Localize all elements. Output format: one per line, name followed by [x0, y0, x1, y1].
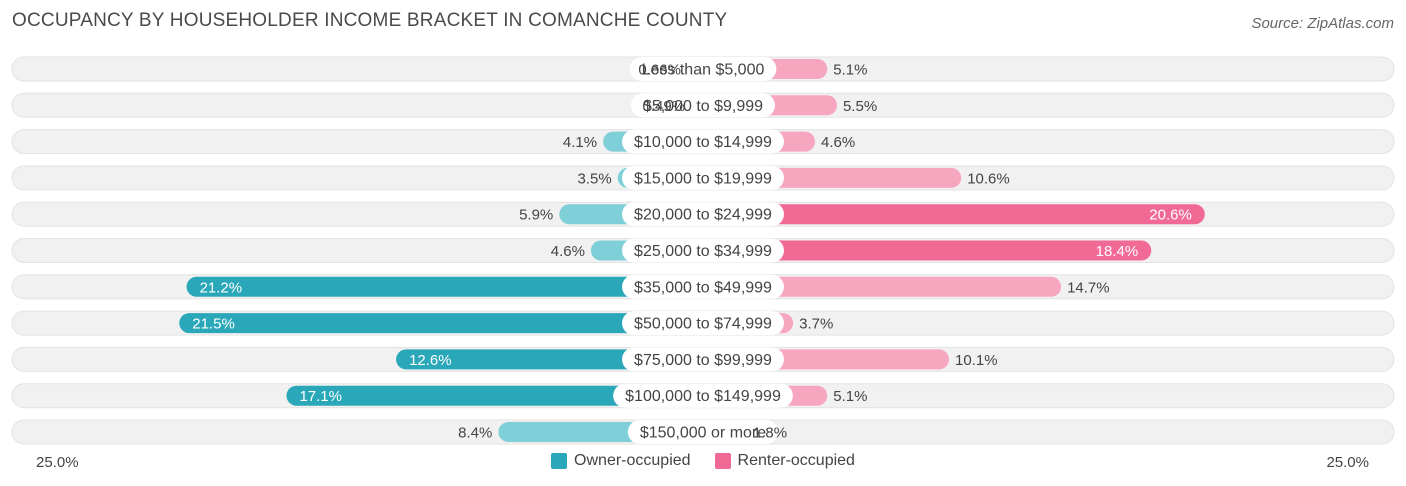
owner-value-label: 21.5% — [192, 316, 235, 333]
category-label: $150,000 or more — [640, 425, 766, 442]
owner-bar — [186, 276, 703, 297]
owner-value-label: 3.5% — [578, 170, 612, 187]
renter-value-label: 10.1% — [955, 352, 998, 369]
renter-bar — [703, 276, 1062, 297]
renter-value-label: 1.8% — [753, 425, 787, 442]
category-pill — [627, 420, 779, 444]
category-label: $15,000 to $19,999 — [634, 170, 772, 187]
bar-row: $35,000 to $49,999 21.2% 14.7% — [11, 274, 1395, 300]
renter-value-label: 5.1% — [833, 388, 867, 405]
source-note: Source: ZipAtlas.com — [1251, 15, 1394, 32]
axis-right-label: 25.0% — [1326, 454, 1369, 471]
bar-row: $15,000 to $19,999 3.5% 10.6% — [11, 165, 1395, 191]
legend-label-renter: Renter-occupied — [737, 452, 855, 469]
category-pill — [629, 57, 777, 81]
category-label: $50,000 to $74,999 — [634, 316, 772, 333]
category-label: $5,000 to $9,999 — [643, 98, 763, 115]
category-pill — [622, 165, 784, 190]
owner-value-label: 21.2% — [200, 279, 243, 296]
category-pill — [630, 93, 776, 118]
category-label: Less than $5,000 — [642, 62, 765, 79]
category-label: $10,000 to $14,999 — [634, 134, 772, 151]
legend: Owner-occupied Renter-occupied — [0, 452, 1406, 470]
category-label: $20,000 to $24,999 — [634, 207, 772, 224]
renter-bar — [703, 204, 1205, 225]
category-label: $25,000 to $34,999 — [634, 243, 772, 260]
category-pill — [622, 238, 784, 263]
category-pill — [622, 202, 784, 227]
chart-title: OCCUPANCY BY HOUSEHOLDER INCOME BRACKET … — [12, 10, 728, 31]
owner-value-label: 8.4% — [458, 425, 492, 442]
renter-value-label: 5.1% — [833, 62, 867, 79]
renter-value-label: 10.6% — [967, 170, 1010, 187]
owner-bar — [179, 313, 703, 334]
category-pill — [622, 311, 784, 336]
category-label: $75,000 to $99,999 — [634, 352, 772, 369]
bar-row: $150,000 or more 8.4% 1.8% — [11, 419, 1395, 445]
owner-value-label: 4.1% — [563, 134, 597, 151]
renter-value-label: 14.7% — [1067, 279, 1110, 296]
owner-value-label: 5.9% — [519, 207, 553, 224]
bar-row: $100,000 to $149,999 17.1% 5.1% — [11, 383, 1395, 409]
renter-bar — [703, 240, 1152, 261]
category-pill — [622, 129, 784, 154]
axis-left-label: 25.0% — [36, 454, 79, 471]
owner-bar — [286, 385, 703, 406]
bar-row: $75,000 to $99,999 12.6% 10.1% — [11, 346, 1395, 372]
renter-value-label: 18.4% — [1096, 243, 1139, 260]
renter-value-label: 3.7% — [799, 316, 833, 333]
renter-value-label: 20.6% — [1149, 207, 1192, 224]
bar-row: $50,000 to $74,999 21.5% 3.7% — [11, 310, 1395, 336]
category-pill — [613, 383, 793, 408]
legend-item-renter: Renter-occupied — [714, 452, 855, 470]
legend-swatch-renter — [714, 453, 731, 469]
category-label: $35,000 to $49,999 — [634, 279, 772, 296]
owner-value-label: 17.1% — [299, 388, 342, 405]
bar-row: $25,000 to $34,999 4.6% 18.4% — [11, 238, 1395, 263]
owner-value-label: 0.49% — [643, 98, 686, 115]
category-pill — [622, 274, 784, 299]
owner-value-label: 4.6% — [551, 243, 585, 260]
legend-swatch-owner — [551, 453, 568, 469]
renter-value-label: 5.5% — [843, 98, 877, 115]
renter-value-label: 4.6% — [821, 134, 855, 151]
owner-value-label: 0.66% — [638, 62, 681, 79]
category-label: $100,000 to $149,999 — [625, 388, 781, 405]
category-pill — [622, 347, 784, 372]
bar-row: $20,000 to $24,999 5.9% 20.6% — [11, 201, 1395, 227]
legend-item-owner: Owner-occupied — [551, 452, 691, 470]
owner-value-label: 12.6% — [409, 352, 452, 369]
bar-row: $10,000 to $14,999 4.1% 4.6% — [11, 129, 1395, 155]
legend-label-owner: Owner-occupied — [574, 452, 691, 469]
